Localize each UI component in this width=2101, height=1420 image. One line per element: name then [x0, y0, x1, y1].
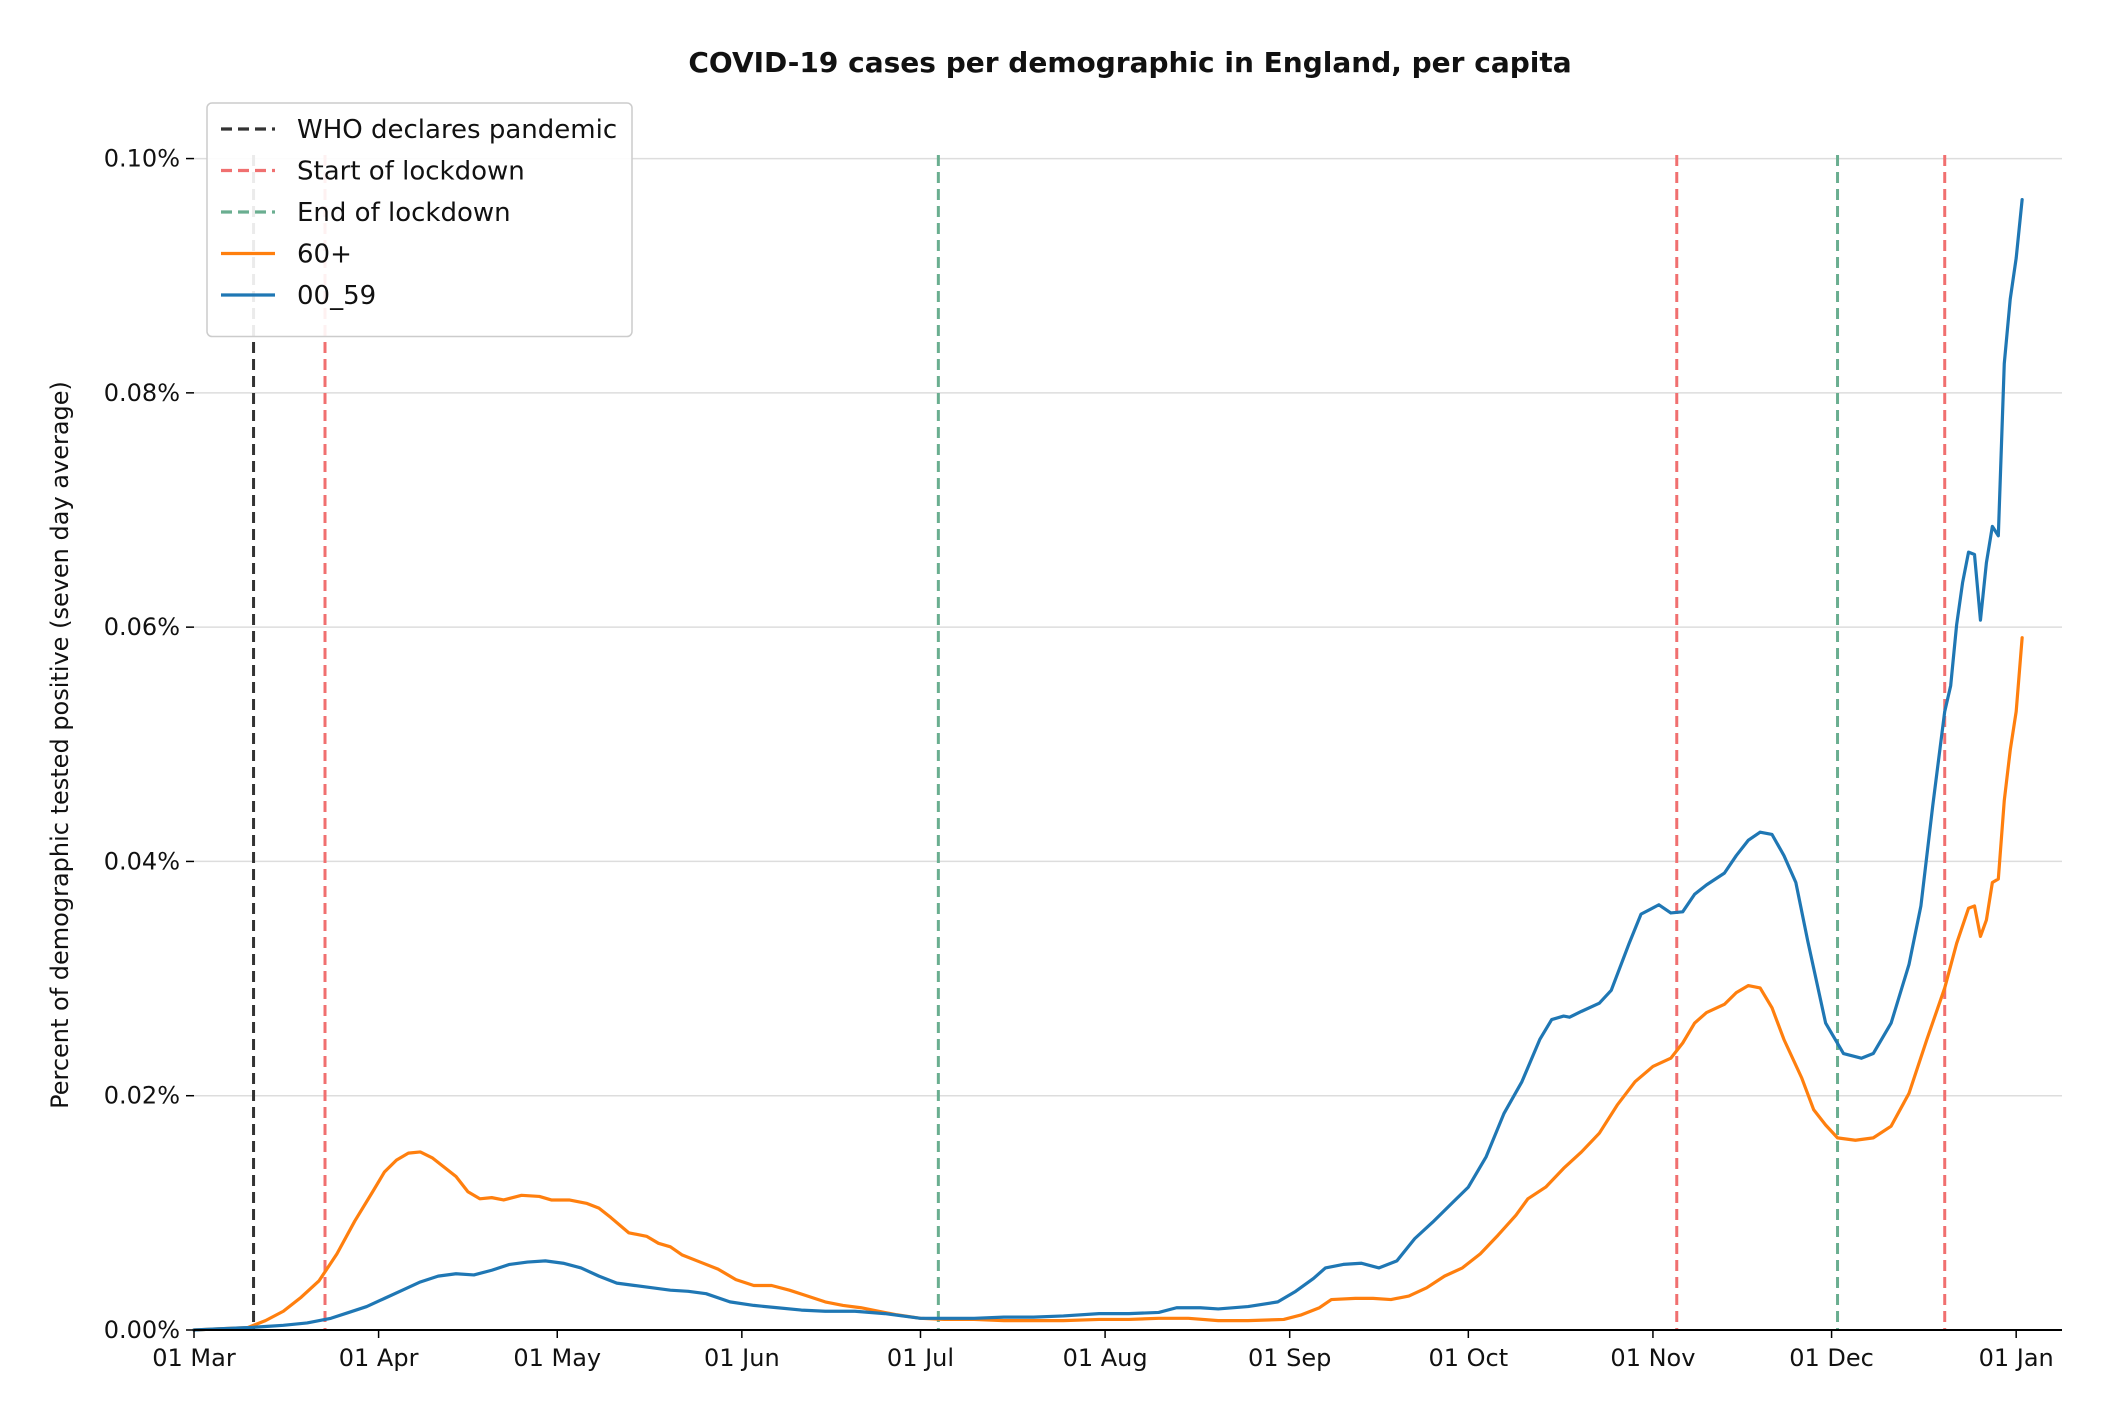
y-grid — [194, 157, 2062, 1097]
event-lines — [252, 155, 1947, 1330]
x-tick-label: 01 Jan — [1979, 1344, 2054, 1372]
x-axis-ticks: 01 Mar 01 Apr 01 May 01 Jun 01 Jul 01 Aug 01 S… — [152, 1330, 2054, 1372]
x-tick-label: 01 Jun — [704, 1344, 780, 1372]
series-line — [192, 636, 2024, 1332]
x-tick-label: 01 Mar — [152, 1344, 236, 1372]
legend: WHO declares pandemic Start of lockdown En… — [206, 102, 633, 338]
y-tick-label: 0.06% — [104, 613, 180, 641]
y-tick-label: 0.02% — [104, 1082, 180, 1110]
y-tick-label: 0.00% — [104, 1316, 180, 1344]
x-tick-label: 01 May — [513, 1344, 601, 1372]
y-axis-ticks: 0.00% 0.02% 0.04% 0.06% 0.08% 0.10% — [104, 145, 194, 1344]
y-tick-label: 0.08% — [104, 379, 180, 407]
x-tick-label: 01 Aug — [1063, 1344, 1148, 1372]
x-tick-label: 01 Apr — [339, 1344, 419, 1372]
legend-label: End of lockdown — [297, 198, 511, 228]
y-tick-label: 0.04% — [104, 847, 180, 875]
x-tick-label: 01 Dec — [1789, 1344, 1874, 1372]
legend-label: WHO declares pandemic — [297, 115, 617, 145]
legend-label: Start of lockdown — [297, 157, 525, 187]
x-tick-label: 01 Jul — [887, 1344, 954, 1372]
chart-title: COVID-19 cases per demographic in Englan… — [688, 46, 1571, 79]
legend-label: 60+ — [297, 240, 352, 270]
series-lines — [192, 197, 2024, 1332]
x-tick-label: 01 Sep — [1248, 1344, 1331, 1372]
legend-box — [206, 102, 633, 338]
y-axis-title: Percent of demographic tested positive (… — [46, 381, 74, 1109]
series-line — [192, 197, 2024, 1332]
y-tick-label: 0.10% — [104, 145, 180, 173]
legend-label: 00_59 — [297, 281, 376, 311]
x-tick-label: 01 Nov — [1610, 1344, 1695, 1372]
x-tick-label: 01 Oct — [1428, 1344, 1508, 1372]
